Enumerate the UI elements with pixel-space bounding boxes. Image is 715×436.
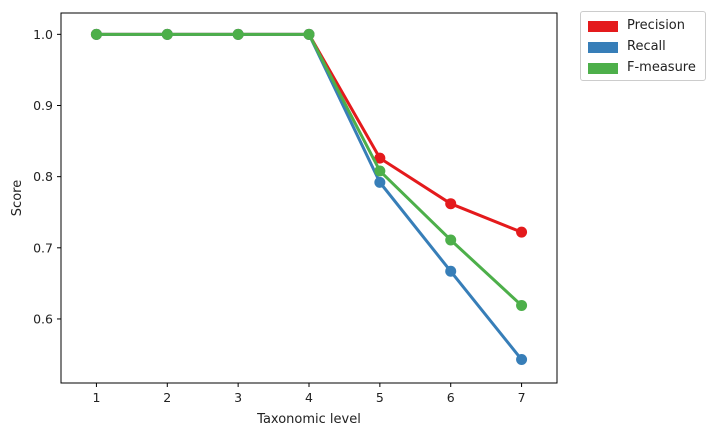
x-tick-label: 1 [92,390,100,405]
data-point-precision [374,152,386,164]
x-tick-label: 5 [376,390,384,405]
legend-label-precision: Precision [627,18,686,33]
series-f-measure [90,28,528,311]
y-tick-label: 0.8 [33,169,53,184]
data-point-f-measure [161,28,173,40]
chart-legend: Precision Recall F-measure [580,11,706,81]
data-point-f-measure [303,28,315,40]
data-point-f-measure [374,165,386,177]
axis-ticks: 1 2 3 4 5 6 7 0.6 0.7 0.8 0.9 1.0 [33,27,525,405]
data-point-f-measure [232,28,244,40]
legend-swatch-f-measure [588,63,618,74]
data-point-precision [445,198,457,210]
data-point-recall [374,176,386,188]
data-point-precision [516,226,528,238]
series-line-f-measure [94,32,524,307]
y-tick-label: 1.0 [33,27,53,42]
data-point-f-measure [516,299,528,311]
y-axis-label: Score [10,180,25,216]
y-tick-label: 0.9 [33,98,53,113]
x-axis-label: Taxonomic level [256,412,361,427]
series-recall [90,28,528,366]
data-point-f-measure [90,28,102,40]
legend-swatch-recall [588,42,618,53]
legend-label-f-measure: F-measure [627,60,696,75]
y-tick-label: 0.6 [33,311,53,326]
series-line-recall [94,32,524,362]
series-line-precision [94,32,524,234]
x-tick-label: 4 [305,390,313,405]
series-group [90,28,528,366]
data-point-recall [445,265,457,277]
legend-label-recall: Recall [627,39,666,54]
data-point-f-measure [445,234,457,246]
x-tick-label: 6 [447,390,455,405]
legend-swatch-precision [588,21,618,32]
x-tick-label: 7 [518,390,526,405]
series-precision [90,28,528,238]
plot-area [60,12,558,384]
x-tick-label: 3 [234,390,242,405]
data-point-recall [516,354,528,366]
y-tick-label: 0.7 [33,240,53,255]
x-tick-label: 2 [163,390,171,405]
